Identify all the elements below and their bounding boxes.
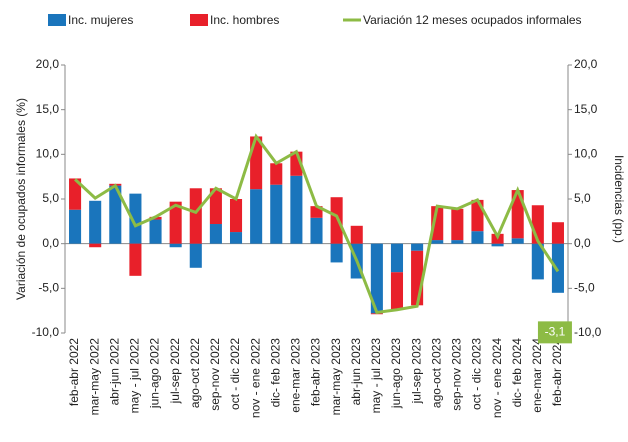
bar	[290, 175, 303, 244]
bar	[229, 199, 243, 233]
x-tick-label: nov - ene 2024	[490, 338, 504, 418]
bar	[209, 188, 222, 225]
bar	[431, 240, 444, 244]
y-tick-label: 10,0	[36, 147, 60, 161]
x-tick-label: may - jul 2022	[128, 338, 142, 414]
bar	[471, 231, 484, 244]
y-tick-label: 15,0	[36, 102, 60, 116]
x-tick-label: mar-may 2023	[329, 338, 343, 416]
x-tick-label: jul-sep 2023	[409, 338, 423, 405]
bar	[350, 225, 363, 244]
x-tick-label: abr-jun 2023	[349, 338, 363, 406]
annotation-box	[537, 321, 572, 344]
bar	[310, 206, 323, 218]
y2-tick-label: 5,0	[574, 191, 591, 205]
x-tick-label: nov - ene 2022	[248, 338, 262, 418]
annotation: -3,1	[545, 325, 566, 339]
bar	[169, 243, 182, 248]
x-tick-label: jul-sep 2022	[168, 338, 182, 405]
bar	[551, 222, 564, 244]
legend-label: Inc. hombres	[210, 13, 279, 27]
bar	[169, 201, 182, 244]
x-tick-label: may - jul 2023	[369, 338, 383, 414]
y2-tick-label: -5,0	[574, 281, 595, 295]
y-axis-label: Variación de ocupados informales (%)	[14, 98, 28, 300]
bar	[491, 243, 504, 247]
legend-swatch	[190, 14, 208, 26]
legend-swatch	[48, 14, 66, 26]
bar	[511, 238, 524, 244]
bar	[89, 243, 102, 248]
x-tick-label: jun-ago 2022	[148, 338, 162, 409]
x-tick-label: ago-oct 2022	[188, 338, 202, 408]
y-tick-label: 20,0	[36, 57, 60, 71]
bar	[129, 193, 142, 244]
bar	[89, 200, 102, 244]
bar	[370, 243, 383, 314]
bar	[149, 219, 162, 244]
x-tick-label: ago-oct 2023	[429, 338, 443, 408]
bar	[390, 272, 404, 310]
bar	[129, 243, 142, 276]
x-tick-label: oct - dic 2022	[228, 338, 242, 410]
bar	[551, 243, 564, 293]
x-tick-label: dic- feb 2023	[268, 338, 282, 408]
y-tick-label: -5,0	[38, 281, 59, 295]
y2-axis-label: Incidencias (pp.)	[612, 155, 626, 243]
bar	[69, 178, 82, 210]
x-tick-label: abr-jun 2022	[107, 338, 121, 406]
bar	[511, 190, 524, 239]
line	[74, 133, 560, 315]
legend-label: Inc. mujeres	[68, 13, 133, 27]
bar	[250, 189, 263, 244]
y-tick-label: -10,0	[32, 325, 60, 339]
bar	[330, 243, 343, 263]
bar	[270, 184, 283, 244]
x-tick-label: sep-nov 2023	[450, 338, 464, 411]
bar	[411, 243, 424, 251]
bar	[229, 232, 243, 244]
x-tick-label: feb-abr 2024	[550, 338, 564, 406]
y2-tick-label: -10,0	[574, 325, 602, 339]
legend-label: Variación 12 meses ocupados informales	[363, 13, 582, 27]
bar	[270, 163, 283, 185]
y-tick-label: 5,0	[42, 191, 59, 205]
x-tick-label: mar-may 2022	[87, 338, 101, 416]
bar	[310, 217, 323, 244]
x-tick-label: jun-ago 2023	[389, 338, 403, 409]
bar	[189, 188, 202, 244]
bar	[451, 208, 464, 241]
x-tick-label: sep-nov 2022	[208, 338, 222, 411]
y2-tick-label: 20,0	[574, 57, 598, 71]
x-tick-label: feb-abr 2023	[309, 338, 323, 406]
y2-tick-label: 0,0	[574, 236, 591, 250]
y2-tick-label: 10,0	[574, 147, 598, 161]
bar	[390, 243, 404, 273]
bar	[451, 240, 464, 244]
x-tick-label: feb-abr 2022	[67, 338, 81, 406]
x-tick-label: ene-mar 2023	[289, 338, 303, 413]
x-tick-label: dic- feb 2024	[510, 338, 524, 408]
x-tick-label: ene-mar 2024	[530, 338, 544, 413]
bar	[330, 197, 343, 244]
bar	[531, 243, 544, 280]
y-tick-label: 0,0	[42, 236, 59, 250]
y2-tick-label: 15,0	[574, 102, 598, 116]
bar	[69, 209, 82, 244]
bar	[109, 185, 122, 244]
bar	[209, 224, 222, 244]
bar	[189, 243, 202, 268]
x-tick-label: oct - dic 2023	[470, 338, 484, 410]
